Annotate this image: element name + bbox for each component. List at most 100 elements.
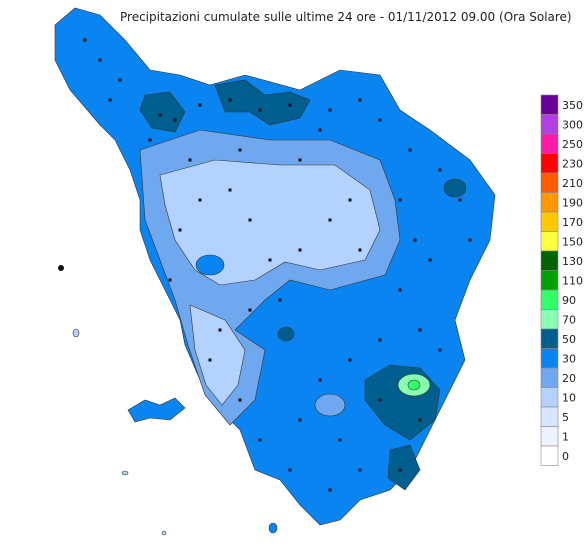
legend-label: 190 — [562, 196, 583, 209]
station — [358, 98, 362, 102]
region-20 — [314, 393, 346, 417]
station — [328, 108, 332, 112]
station — [358, 468, 362, 472]
station — [248, 218, 252, 222]
legend-label: 210 — [562, 177, 583, 190]
station — [278, 298, 282, 302]
legend-label: 300 — [562, 118, 583, 131]
station — [118, 78, 122, 82]
station — [198, 198, 202, 202]
station — [328, 218, 332, 222]
island — [161, 530, 167, 536]
legend-label: 5 — [562, 411, 569, 424]
legend-swatch — [540, 406, 559, 427]
station — [288, 103, 292, 107]
island — [268, 522, 278, 534]
legend-swatch — [540, 367, 559, 388]
region-50 — [214, 79, 311, 126]
legend-swatch — [540, 387, 559, 408]
island — [58, 265, 64, 271]
station — [228, 98, 232, 102]
station — [98, 58, 102, 62]
region-10 — [159, 159, 381, 286]
legend-label: 30 — [562, 352, 576, 365]
station — [438, 348, 442, 352]
station — [398, 288, 402, 292]
island — [121, 470, 129, 476]
island-elba — [127, 397, 186, 423]
map — [54, 7, 496, 536]
legend-label: 230 — [562, 157, 583, 170]
station — [178, 228, 182, 232]
region-30 — [195, 254, 225, 276]
legend-swatch — [540, 426, 559, 447]
station — [268, 258, 272, 262]
region-50 — [277, 326, 295, 342]
station — [318, 128, 322, 132]
legend-swatch — [540, 192, 559, 213]
legend-swatch — [540, 270, 559, 291]
legend-label: 50 — [562, 333, 576, 346]
station — [238, 148, 242, 152]
legend-swatch — [540, 153, 559, 174]
legend: 3503002502302101901701501301109070503020… — [540, 94, 583, 466]
legend-swatch — [540, 172, 559, 193]
legend-swatch — [540, 445, 559, 466]
station — [168, 278, 172, 282]
station — [218, 328, 222, 332]
legend-swatch — [540, 211, 559, 232]
legend-swatch — [540, 231, 559, 252]
region-90 — [407, 379, 421, 391]
legend-label: 0 — [562, 450, 569, 463]
station — [398, 198, 402, 202]
station — [458, 198, 462, 202]
station — [288, 468, 292, 472]
station — [438, 168, 442, 172]
legend-label: 150 — [562, 235, 583, 248]
legend-swatch — [540, 309, 559, 330]
station — [418, 328, 422, 332]
station — [418, 418, 422, 422]
legend-swatch — [540, 133, 559, 154]
region-50 — [387, 444, 421, 491]
station — [378, 118, 382, 122]
station — [428, 258, 432, 262]
station — [398, 468, 402, 472]
station — [158, 113, 162, 117]
station — [258, 108, 262, 112]
legend-label: 170 — [562, 216, 583, 229]
legend-swatch — [540, 348, 559, 369]
map-title: Precipitazioni cumulate sulle ultime 24 … — [120, 10, 572, 24]
station — [188, 158, 192, 162]
station — [318, 378, 322, 382]
legend-label: 1 — [562, 430, 569, 443]
station — [238, 398, 242, 402]
station — [413, 238, 417, 242]
station — [328, 488, 332, 492]
station — [208, 358, 212, 362]
region-50 — [443, 178, 467, 198]
station — [378, 398, 382, 402]
legend-label: 10 — [562, 391, 576, 404]
station — [298, 158, 302, 162]
legend-swatch — [540, 328, 559, 349]
legend-swatch — [540, 289, 559, 310]
legend-label: 20 — [562, 372, 576, 385]
station — [348, 198, 352, 202]
island — [72, 328, 80, 338]
legend-label: 250 — [562, 138, 583, 151]
legend-label: 350 — [562, 99, 583, 112]
station — [198, 103, 202, 107]
station — [298, 248, 302, 252]
station — [173, 118, 177, 122]
legend-label: 110 — [562, 274, 583, 287]
stations — [83, 38, 472, 492]
legend-label: 70 — [562, 313, 576, 326]
station — [378, 338, 382, 342]
station — [258, 438, 262, 442]
region-10 — [189, 304, 246, 406]
legend-label: 130 — [562, 255, 583, 268]
legend-swatch — [540, 250, 559, 271]
station — [228, 188, 232, 192]
